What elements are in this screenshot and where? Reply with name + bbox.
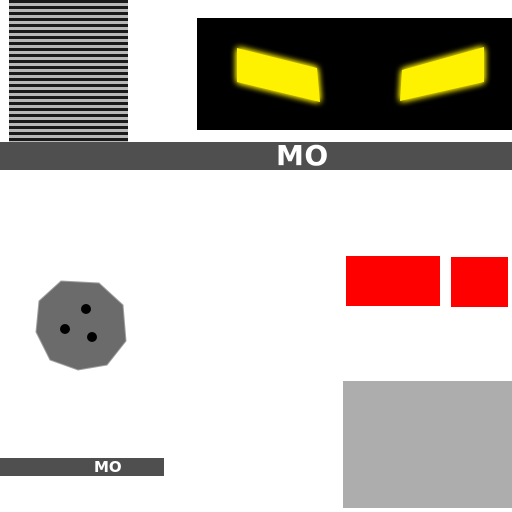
knob-hole [60,324,70,334]
right-eye [400,47,484,101]
striped-vent-panel [9,0,128,143]
small-banner-label: MO [94,458,122,476]
knob-hole [81,304,91,314]
glowing-eyes-icon [237,47,484,102]
button-knob-icon [35,280,127,371]
round-button[interactable] [33,277,129,373]
main-banner [0,142,512,170]
left-eye [237,48,320,102]
red-indicator-right [451,257,508,307]
main-banner-label: MO [276,139,329,172]
gray-block [343,381,512,508]
knob-hole [87,332,97,342]
small-banner [0,458,164,476]
red-indicator-left [346,256,440,306]
glowing-eyes-panel [197,18,512,130]
